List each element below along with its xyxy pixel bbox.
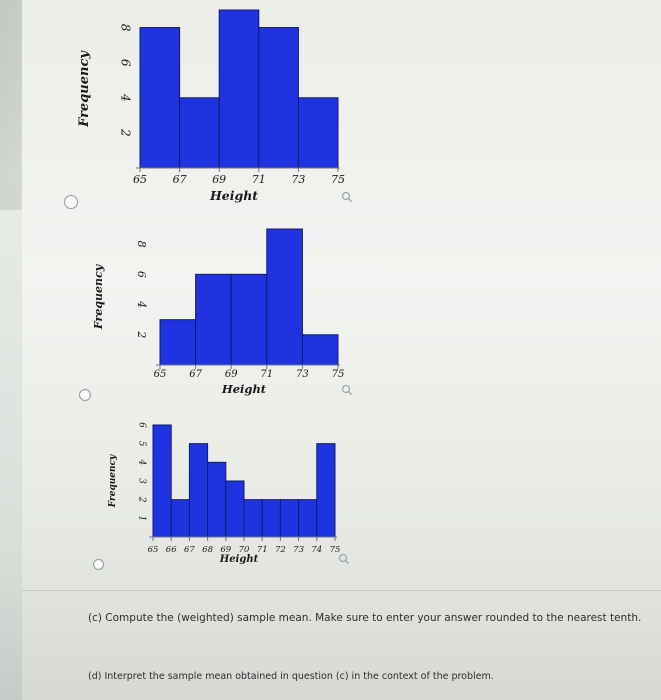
answer-field[interactable] bbox=[88, 634, 248, 652]
histogram-option-a-svg: 65 67 69 71 73 75 2 4 6 8 Height Frequency bbox=[77, 9, 352, 203]
histogram-bar bbox=[152, 424, 172, 538]
histogram-bar bbox=[297, 97, 339, 169]
y-tick-label: 1 bbox=[137, 515, 147, 521]
y-tick-label: 4 bbox=[137, 458, 147, 465]
y-tick-label: 6 bbox=[137, 422, 147, 428]
histogram-bar bbox=[266, 228, 303, 366]
x-tick-label: 69 bbox=[212, 173, 226, 186]
x-tick-label: 67 bbox=[173, 173, 187, 186]
histogram-option-c-svg: 65 66 67 68 69 70 71 72 73 74 75 1 2 3 4 5 6 Height Freque… bbox=[108, 422, 349, 565]
x-tick-label: 73 bbox=[293, 545, 304, 555]
x-tick-label: 70 bbox=[239, 545, 250, 555]
x-tick-label: 67 bbox=[189, 369, 202, 380]
histogram-bar bbox=[170, 499, 190, 538]
x-tick-label: 71 bbox=[252, 173, 266, 186]
y-tick-label: 8 bbox=[135, 241, 148, 248]
x-tick-label: 65 bbox=[148, 545, 159, 555]
x-tick-label: 75 bbox=[332, 369, 345, 380]
x-tick-label: 72 bbox=[275, 545, 286, 555]
y-tick-label: 8 bbox=[119, 24, 133, 32]
x-tick-label: 73 bbox=[291, 173, 305, 186]
question-panel bbox=[22, 0, 661, 700]
question-c-text: (c) Compute the (weighted) sample mean. … bbox=[88, 612, 642, 624]
y-tick-label: 3 bbox=[137, 478, 147, 484]
x-tick-label: 68 bbox=[202, 545, 213, 555]
option-b-radio[interactable] bbox=[79, 389, 91, 401]
magnifier-icon[interactable] bbox=[341, 191, 352, 202]
histogram-bar bbox=[195, 273, 232, 366]
histogram-bar bbox=[230, 273, 268, 366]
x-axis-label: Height bbox=[221, 382, 267, 396]
x-tick-label: 67 bbox=[184, 545, 195, 555]
histogram-bar bbox=[279, 499, 300, 538]
histogram-bar bbox=[261, 499, 281, 538]
x-tick-label: 73 bbox=[296, 369, 309, 380]
x-tick-label: 66 bbox=[166, 545, 177, 555]
y-axis-label: Frequency bbox=[92, 263, 105, 330]
histogram-bar bbox=[179, 97, 220, 169]
histogram-option-c: 65 66 67 68 69 70 71 72 73 74 75 1 2 3 4 5 6 Height Freque… bbox=[95, 415, 365, 575]
histogram-bar bbox=[301, 334, 339, 366]
magnifier-icon[interactable] bbox=[338, 553, 349, 564]
y-tick-label: 4 bbox=[119, 93, 133, 102]
x-tick-label: 69 bbox=[220, 545, 231, 555]
histogram-bar bbox=[188, 443, 209, 538]
histogram-option-a: 65 67 69 71 73 75 2 4 6 8 Height Frequency bbox=[70, 0, 370, 215]
x-tick-label: 69 bbox=[225, 369, 238, 380]
histogram-bar bbox=[258, 27, 299, 169]
x-tick-label: 71 bbox=[260, 369, 273, 380]
y-tick-label: 2 bbox=[137, 496, 147, 503]
histogram-bar bbox=[298, 499, 318, 538]
y-tick-label: 6 bbox=[135, 271, 148, 278]
x-tick-label: 71 bbox=[257, 545, 268, 555]
y-tick-label: 6 bbox=[119, 59, 133, 67]
histogram-option-b: 65 67 69 71 73 75 2 4 6 8 Height Frequency bbox=[80, 225, 380, 405]
histogram-bar bbox=[225, 480, 245, 538]
magnifier-icon[interactable] bbox=[341, 384, 352, 395]
y-axis-label: Frequency bbox=[77, 50, 92, 128]
option-a-radio[interactable] bbox=[64, 195, 78, 209]
x-tick-label: 65 bbox=[133, 173, 147, 186]
histogram-option-b-svg: 65 67 69 71 73 75 2 4 6 8 Height Frequency bbox=[92, 228, 352, 396]
histogram-bar bbox=[159, 319, 197, 366]
divider bbox=[22, 590, 661, 591]
x-tick-label: 74 bbox=[311, 545, 322, 555]
histogram-bar bbox=[207, 461, 227, 538]
option-c-radio[interactable] bbox=[93, 559, 104, 570]
histogram-bar bbox=[139, 27, 181, 169]
histogram-bar bbox=[218, 9, 260, 169]
x-axis-label: Height bbox=[219, 554, 259, 565]
histogram-bar bbox=[243, 499, 263, 538]
y-tick-label: 2 bbox=[119, 128, 133, 137]
y-tick-label: 4 bbox=[135, 300, 148, 308]
question-d-text: (d) Interpret the sample mean obtained i… bbox=[88, 671, 494, 682]
x-tick-label: 75 bbox=[330, 545, 341, 555]
x-tick-label: 65 bbox=[154, 369, 167, 380]
y-axis-label: Frequency bbox=[108, 454, 118, 508]
x-tick-label: 75 bbox=[331, 173, 345, 186]
y-tick-label: 2 bbox=[135, 330, 148, 338]
histogram-bar bbox=[316, 443, 336, 538]
x-axis-label: Height bbox=[209, 188, 258, 203]
y-tick-label: 5 bbox=[137, 441, 147, 447]
